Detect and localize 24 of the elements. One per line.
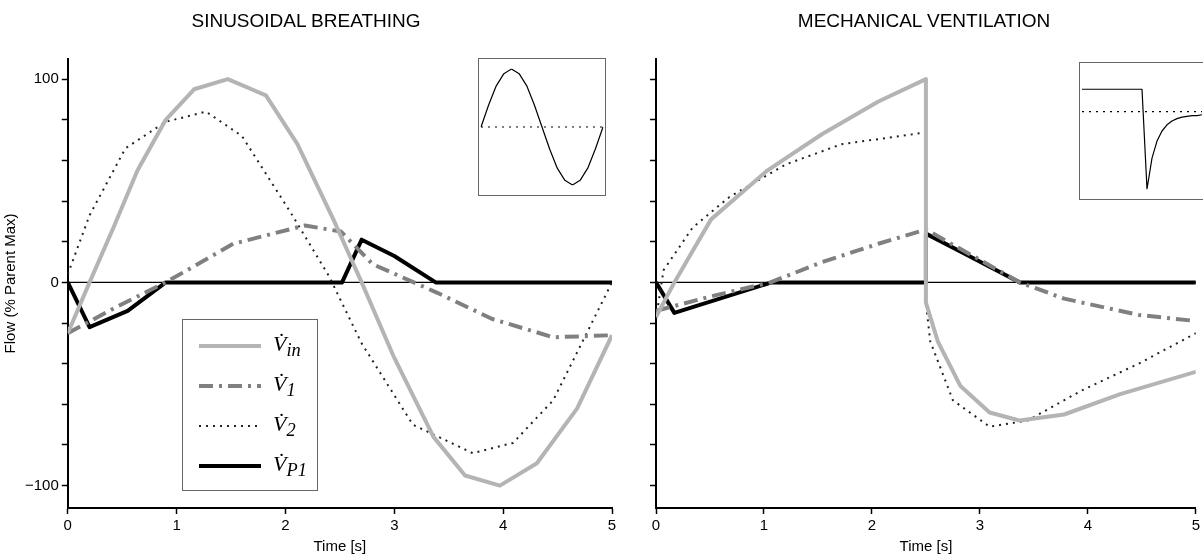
x-tick-label: 2 (281, 516, 290, 534)
x-tick-label: 4 (498, 516, 508, 534)
legend-label: V̇$_{1}$ (273, 371, 296, 402)
x-tick-label: 2 (867, 516, 877, 534)
x-tick-label: 3 (975, 516, 985, 534)
x-tick-label: 5 (1191, 516, 1200, 534)
x-tick-label: 1 (172, 516, 181, 534)
x-tick-label: 0 (651, 516, 661, 534)
x-tick-label: 3 (390, 516, 399, 534)
chart-title: SINUSOIDAL BREATHING (191, 9, 421, 31)
legend-label: V̇$_{in}$ (273, 331, 301, 362)
chart-title: MECHANICAL VENTILATION (797, 9, 1051, 31)
x-tick-label: 1 (759, 516, 769, 534)
x-axis-title: Time [s] (313, 537, 367, 555)
legend-label: V̇$_{P1}$ (273, 451, 307, 482)
y-tick-label: 100 (33, 69, 59, 87)
x-tick-label: 4 (1083, 516, 1093, 534)
y-axis-title: Flow (% Parent Max) (1, 213, 19, 354)
y-tick-label: −100 (24, 475, 59, 493)
legend-label: V̇$_{2}$ (273, 411, 296, 442)
y-tick-label: 0 (50, 272, 59, 290)
x-axis-title: Time [s] (899, 537, 953, 555)
x-tick-label: 0 (63, 516, 72, 534)
x-tick-label: 5 (607, 516, 617, 534)
